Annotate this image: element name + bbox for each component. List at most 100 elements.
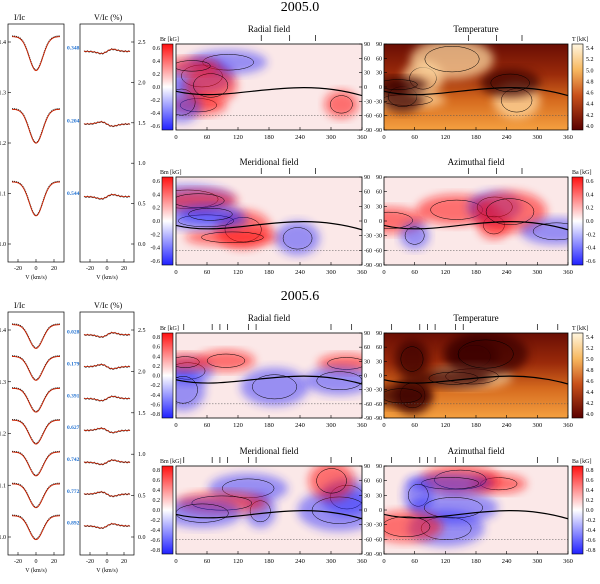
colorbar-tick-label: -0.4 [151, 528, 161, 534]
colorbar-tick-label: -0.4 [151, 111, 161, 117]
longitude-tick-label: 60 [411, 558, 418, 565]
intensity-tick-label: 1.0 [0, 535, 6, 541]
map-contour [316, 468, 347, 494]
colorbar-tick-label: 5.0 [586, 68, 594, 74]
longitude-tick-label: 240 [502, 422, 512, 429]
map-contour [316, 371, 362, 391]
intensity-observed-profile [11, 482, 61, 508]
rotation-phase-label: 0.028 [67, 330, 80, 336]
latitude-tick-label: -90 [374, 263, 382, 269]
map-feature-blob [443, 333, 529, 377]
longitude-tick-label: 120 [440, 422, 450, 429]
longitude-tick-label: 120 [440, 269, 450, 276]
epoch-title-2005-6: 2005.6 [280, 289, 320, 304]
stokes-v-tick-label: 2.5 [138, 40, 146, 46]
latitude-tick-label: 30 [364, 359, 370, 365]
latitude-tick-label: -30 [364, 234, 372, 240]
colorbar-scale [571, 176, 584, 266]
latitude-tick-label: -90 [364, 128, 372, 134]
rotation-phase-label: 0.179 [67, 361, 80, 367]
map-feature-blob [297, 489, 362, 532]
colorbar-meridional-field: Bm [kG] 0.8 0.6 0.4 0.2 0.0 -0.2 -0.4 -0.6 -0.8 [151, 459, 182, 555]
map-feature-blob [324, 90, 359, 119]
longitude-tick-label: 300 [326, 422, 336, 429]
longitude-tick-label: 360 [563, 134, 573, 141]
latitude-tick-label: -90 [364, 416, 372, 422]
profile-x-tick-label: 0 [35, 266, 38, 272]
map-feature-blob [384, 510, 443, 543]
latitude-tick-label: -60 [364, 248, 372, 254]
colorbar-meridional-field: Bm [kG] 0.6 0.4 0.2 0.0 -0.2 -0.4 -0.6 [151, 170, 182, 266]
profile-x-axis-label: V (km/s) [25, 567, 46, 574]
colorbar-radial-field: Br [kG] 0.8 0.6 0.4 0.2 0.0 -0.2 -0.4 -0.6 -0.8 [151, 326, 179, 419]
colorbar-quantity-label: T [kK] [572, 326, 588, 332]
latitude-tick-label: -90 [374, 416, 382, 422]
map-feature-blob [308, 466, 355, 501]
latitude-tick-label: -30 [374, 388, 382, 394]
longitude-tick-label: 60 [411, 422, 418, 429]
colorbar-tick-label: 0.4 [153, 354, 161, 360]
latitude-tick-label: -60 [374, 537, 382, 543]
latitude-tick-label: 30 [376, 204, 382, 210]
longitude-tick-label: 0 [174, 134, 177, 141]
map-contour [330, 95, 353, 114]
colorbar-tick-label: 0.0 [153, 219, 161, 225]
latitude-tick-label: 0 [364, 85, 367, 91]
stokes-v-model-profile [84, 332, 130, 338]
latitude-tick-label: -60 [374, 114, 382, 120]
colorbar-scale [161, 332, 174, 419]
profile-x-tick-label: 0 [106, 266, 109, 272]
colorbar-tick-label: -0.4 [151, 246, 161, 252]
longitude-tick-label: 300 [532, 422, 542, 429]
zero-contour [384, 87, 568, 97]
rotation-phase-label: 0.627 [67, 425, 80, 431]
colorbar-tick-label: -0.6 [586, 538, 596, 544]
colorbar-quantity-label: Br [kG] [160, 326, 179, 332]
epoch-title-2005-0: 2005.0 [280, 0, 320, 15]
colorbar-tick-label: -0.2 [586, 232, 596, 238]
latitude-tick-label: -30 [364, 523, 372, 529]
longitude-tick-label: 360 [563, 269, 573, 276]
colorbar-tick-label: 4.0 [586, 412, 594, 418]
latitude-tick-label: 60 [376, 345, 382, 351]
map-contour [485, 198, 535, 226]
latitude-tick-label: 0 [364, 374, 367, 380]
intensity-observed-profile [12, 355, 60, 381]
longitude-tick-label: 360 [357, 422, 367, 429]
latitude-tick-label: -60 [364, 537, 372, 543]
zero-contour [176, 221, 362, 231]
colorbar-quantity-label: Ba [kG] [572, 170, 592, 176]
map-title: Temperature [453, 24, 498, 34]
colorbar-scale [571, 43, 584, 131]
stokes-v-tick-label: 0.0 [138, 242, 146, 248]
colorbar-tick-label: 0.4 [153, 192, 161, 198]
map-feature-blob [184, 228, 280, 246]
stokes-v-tick-label: 1.5 [138, 411, 146, 417]
map-contour [532, 222, 568, 241]
map-feature-blob [410, 44, 494, 80]
rotation-phase-label: 0.742 [67, 457, 80, 463]
intensity-observed-profile [12, 450, 60, 476]
intensity-model-profile [11, 108, 61, 144]
latitude-tick-label: -90 [374, 552, 382, 558]
latitude-tick-label: 90 [376, 42, 382, 48]
map-feature-blob [384, 76, 428, 93]
map-contour [423, 497, 483, 519]
colorbar-tick-label: -0.2 [151, 232, 161, 238]
map-feature-blob [399, 221, 430, 250]
map-feature-blob [176, 498, 243, 528]
latitude-tick-label: 60 [364, 56, 370, 62]
profile-x-tick-label: 20 [121, 559, 127, 565]
rotation-phase-label: 0.892 [67, 521, 80, 527]
longitude-tick-label: 180 [471, 422, 481, 429]
profile-x-tick-label: -20 [14, 266, 22, 272]
latitude-tick-label: 60 [364, 190, 370, 196]
intensity-observed-profile [11, 419, 61, 445]
rotation-phase-label: 0.544 [67, 191, 80, 197]
longitude-tick-label: 240 [502, 134, 512, 141]
map-title: Radial field [248, 313, 291, 323]
profile-x-axis-label: V (km/s) [25, 274, 46, 281]
map-contour [201, 231, 264, 243]
